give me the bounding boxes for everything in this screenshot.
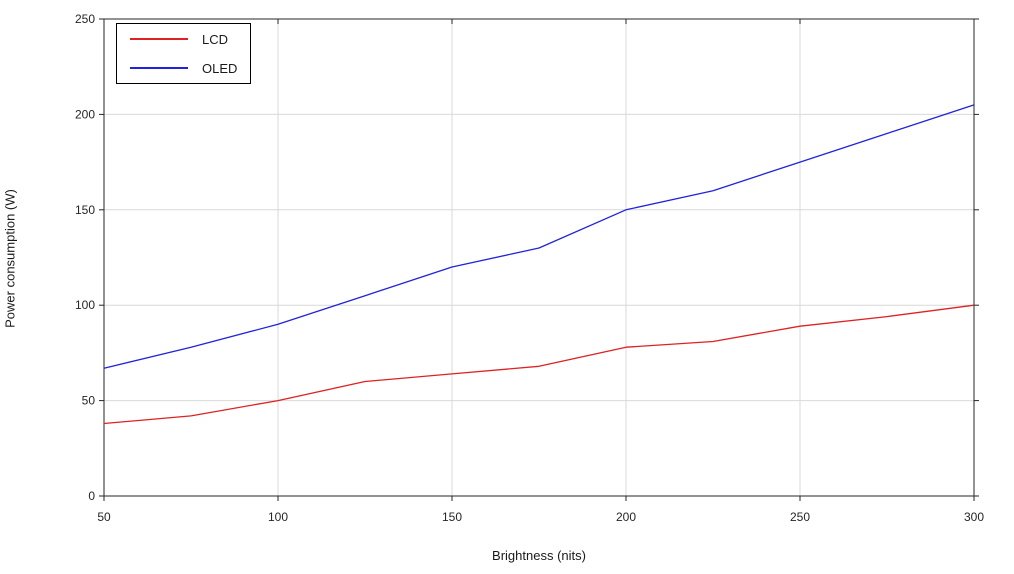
legend-label-lcd: LCD <box>202 31 229 47</box>
y-axis-title: Power consumption (W) <box>2 189 18 328</box>
x-tick-label: 250 <box>790 510 810 524</box>
x-tick-label: 300 <box>964 510 984 524</box>
y-tick-label: 0 <box>88 489 95 503</box>
legend-entry-oled: OLED <box>117 54 250 83</box>
legend-entry-lcd: LCD <box>117 25 250 54</box>
series-line-lcd <box>103 304 975 425</box>
y-tick-label: 150 <box>75 203 95 217</box>
y-tick-label: 50 <box>82 394 96 408</box>
x-tick-label: 150 <box>442 510 462 524</box>
y-tick-label: 100 <box>75 298 95 312</box>
legend: LCD OLED <box>116 23 251 84</box>
y-tick-label: 250 <box>75 12 95 26</box>
x-tick-label: 50 <box>97 510 111 524</box>
legend-line-sample-oled <box>130 67 188 69</box>
plot-border <box>103 18 975 497</box>
series-line-oled <box>103 104 975 369</box>
y-tick-label: 200 <box>75 107 95 121</box>
x-axis-title: Brightness (nits) <box>492 548 586 563</box>
x-tick-label: 200 <box>616 510 636 524</box>
x-tick-label: 100 <box>268 510 288 524</box>
legend-label-oled: OLED <box>202 60 238 76</box>
legend-line-sample-lcd <box>130 38 188 40</box>
